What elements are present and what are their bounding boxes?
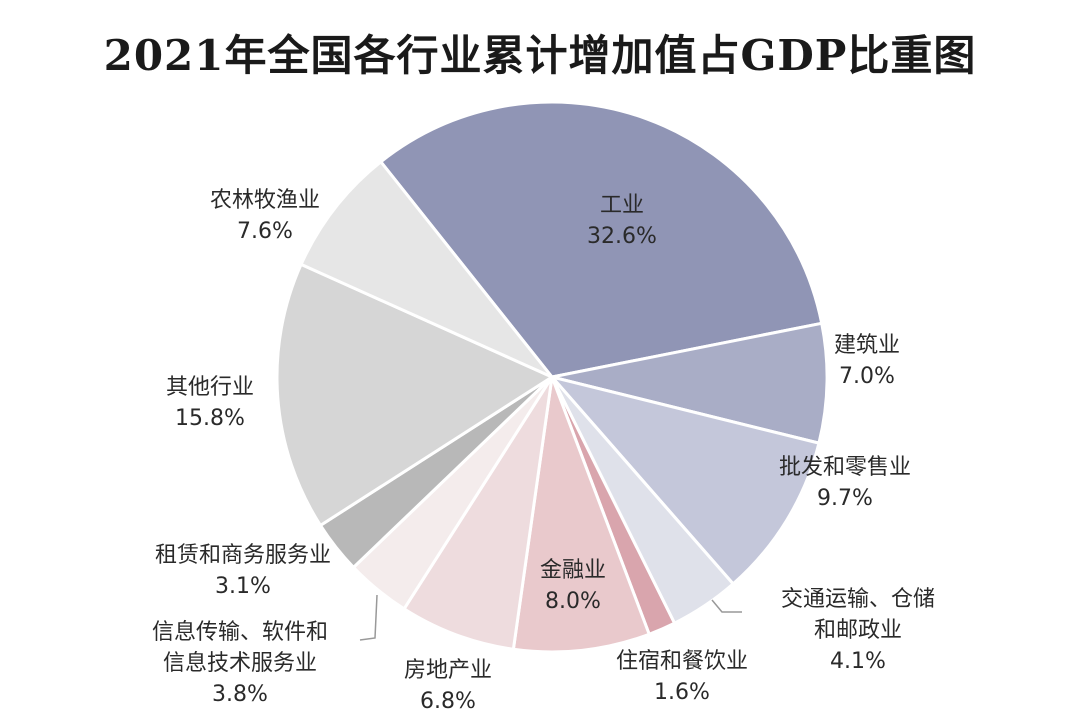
slice-label-name: 房地产业 [403,658,493,683]
slice-label-percent: 3.1% [215,574,271,599]
slice-label-name: 信息技术服务业 [162,651,318,676]
slice-label: 租赁和商务服务业 3.1% [155,540,331,602]
slice-label-name: 建筑业 [833,333,901,358]
slice-label-percent: 15.8% [175,406,245,431]
slice-label: 交通运输、仓储 和邮政业 4.1% [781,584,935,677]
chart-title: 2021年全国各行业累计增加值占GDP比重图 [103,31,977,80]
slice-label-percent: 1.6% [654,680,710,705]
slice-label: 其他行业 15.8% [166,372,254,434]
slice-label-name: 农林牧渔业 [209,188,321,213]
slice-label-name: 和邮政业 [813,618,903,643]
slice-label-percent: 6.8% [420,689,476,714]
slice-label-name: 信息传输、软件和 [151,620,329,645]
pie-slices [275,100,829,654]
slice-label-name: 金融业 [539,558,607,583]
pie-slice [275,262,554,527]
slice-label-percent: 7.6% [237,219,293,244]
slice-label: 建筑业 7.0% [834,330,900,392]
slice-label: 金融业 8.0% [540,555,606,617]
leader-lines [359,594,742,641]
slice-label-name: 工业 [599,193,645,218]
slice-label: 工业 32.6% [587,190,657,252]
pie-slice [379,100,824,379]
pie-slice [511,375,651,654]
slice-label: 住宿和餐饮业 1.6% [616,646,748,708]
pie-slice [402,375,554,651]
slice-label-percent: 7.0% [839,364,895,389]
slice-label-name: 交通运输、仓储 [780,587,936,612]
slice-label-percent: 4.1% [830,649,886,674]
slice-label-percent: 8.0% [545,589,601,614]
slice-label: 批发和零售业 9.7% [779,452,911,514]
slice-label-percent: 32.6% [587,224,657,249]
slice-label-percent: 9.7% [817,486,873,511]
pie-slice [550,375,821,586]
slice-label: 农林牧渔业 7.6% [210,185,320,247]
pie-slice [550,321,829,445]
slice-label-name: 租赁和商务服务业 [154,543,332,568]
slice-label: 房地产业 6.8% [404,655,492,717]
leader-line-info-tech [359,594,378,641]
slice-label: 信息传输、软件和 信息技术服务业 3.8% [152,617,328,710]
slice-label-name: 批发和零售业 [778,455,912,480]
slice-label-name: 住宿和餐饮业 [615,649,749,674]
slice-label-name: 其他行业 [165,375,255,400]
slice-label-percent: 3.8% [212,682,268,707]
leader-line-transport [711,599,742,613]
pie-slice [299,160,554,379]
